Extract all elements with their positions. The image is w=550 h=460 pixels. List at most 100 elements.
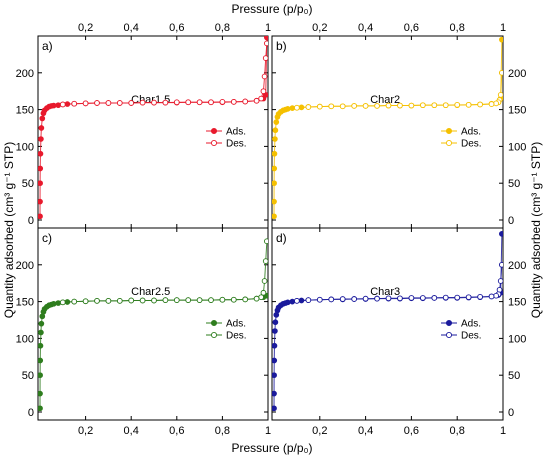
data-point [38, 150, 44, 157]
data-point [219, 296, 226, 303]
data-point [116, 100, 123, 106]
y-tick-label: 50 [508, 370, 520, 382]
legend-marker [210, 319, 218, 327]
y-tick-label: 0 [508, 215, 514, 227]
data-point [55, 300, 62, 306]
data-point [273, 119, 280, 125]
x-tick-label: 0,4 [358, 22, 373, 34]
data-point [465, 101, 472, 108]
data-point [397, 102, 403, 109]
data-point [208, 99, 214, 106]
legend-marker [445, 127, 453, 135]
data-point [284, 299, 291, 306]
data-point [260, 289, 267, 296]
data-point [71, 298, 78, 305]
legend-marker [445, 139, 453, 147]
legend-marker [210, 331, 218, 339]
data-point [289, 298, 296, 305]
legend-label: Des. [461, 331, 482, 342]
data-point [408, 102, 415, 109]
x-tick-label: 0,8 [215, 425, 230, 437]
data-point [374, 103, 380, 109]
y-tick-label: 150 [508, 105, 526, 117]
data-point [488, 293, 495, 300]
panel-a: 0,2 0,4 0,6 0,8 1050100150200a)Char1.5Ads.De… [16, 22, 271, 229]
plot-area [38, 238, 268, 412]
y-tick-label: 200 [16, 260, 34, 272]
data-point [272, 357, 278, 364]
x-tick-label: 0,8 [450, 425, 465, 437]
data-point [50, 300, 57, 307]
x-tick-label: 0,2 [312, 22, 327, 34]
data-point [38, 390, 43, 397]
legend-label: Ads. [461, 319, 481, 330]
data-point [38, 198, 43, 205]
data-point [272, 390, 277, 397]
data-point [499, 261, 503, 268]
data-point [139, 297, 146, 304]
data-point [339, 103, 346, 110]
data-point [196, 99, 203, 106]
data-point [272, 213, 277, 220]
legend-label: Des. [461, 139, 482, 150]
data-point [162, 297, 169, 303]
series-title: Char2.5 [131, 286, 170, 298]
data-point [272, 319, 279, 326]
top-x-axis-title: Pressure (p/p₀) [231, 2, 312, 16]
data-point [351, 103, 358, 109]
panel-d: 0,2 0,4 0,6 0,8 10 50 100 150 200 d) Char3 Ads.Des. [271, 227, 526, 437]
legend-label: Ads. [226, 319, 246, 330]
x-tick-label: 0,8 [450, 22, 465, 34]
panel-letter: d) [276, 231, 287, 245]
data-point [272, 328, 278, 334]
data-point [272, 127, 279, 134]
y-tick-label: 0 [28, 215, 34, 227]
panel-c: 0,2 0,4 0,6 0,8 1 0 50 100 150 200 c) Char2.5 Ads.De… [16, 227, 271, 437]
data-point [465, 294, 472, 301]
data-point [374, 295, 380, 302]
data-point [362, 295, 369, 302]
data-point [38, 372, 43, 379]
data-point [305, 297, 312, 303]
data-point [38, 329, 44, 336]
x-tick-label: 0,6 [169, 22, 184, 34]
data-point [420, 102, 426, 109]
plot-area [38, 36, 268, 220]
x-tick-label: 0,2 [312, 425, 327, 437]
data-point [38, 136, 44, 142]
data-point [230, 296, 237, 303]
x-tick-label: 0,6 [404, 425, 419, 437]
data-point [264, 238, 268, 245]
legend: Ads.Des. [441, 319, 482, 342]
data-point [38, 125, 45, 131]
data-point [284, 106, 291, 112]
data-point [289, 105, 296, 111]
panel-letter: c) [42, 231, 52, 245]
data-point [71, 100, 78, 107]
data-point [408, 295, 415, 301]
series-title: Char2 [370, 94, 400, 106]
data-point [208, 297, 214, 303]
data-point [242, 296, 249, 303]
data-point [139, 99, 146, 106]
data-point [253, 97, 260, 104]
data-point [499, 69, 503, 76]
data-point [39, 115, 46, 122]
data-point [219, 99, 226, 105]
legend-marker [210, 139, 218, 147]
series-line-ads [39, 295, 267, 409]
y-tick-label: 100 [508, 333, 526, 345]
data-point [294, 104, 300, 111]
data-point [173, 297, 180, 303]
data-point [431, 295, 438, 301]
legend: Ads.Des. [441, 127, 482, 150]
data-point [442, 294, 449, 301]
bottom-x-axis-title: Pressure (p/p₀) [231, 441, 312, 455]
data-point [316, 103, 323, 110]
data-point [38, 357, 44, 364]
x-tick-label: 0,4 [124, 22, 139, 34]
data-point [264, 36, 268, 41]
data-point [305, 104, 312, 110]
legend: Ads.Des. [206, 319, 247, 342]
